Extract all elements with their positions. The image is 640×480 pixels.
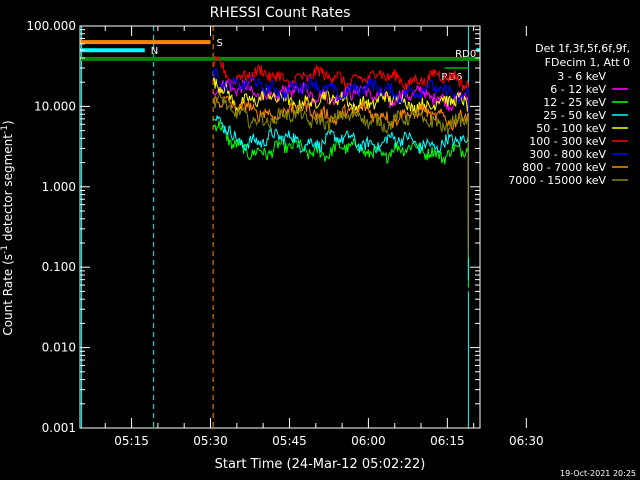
annotation-label-n: N — [151, 46, 158, 57]
y-axis-label-main: Count Rate (s — [1, 254, 15, 336]
series-line-6 — [212, 67, 469, 229]
legend: Det 1f,3f,5f,6f,9f, FDecim 1, Att 0 3 - … — [508, 42, 630, 187]
plot-frame — [79, 25, 481, 429]
legend-label-3: 25 - 50 keV — [543, 109, 606, 122]
legend-label-8: 7000 - 15000 keV — [508, 174, 606, 187]
y-tick-label-2: 0.100 — [42, 260, 76, 274]
legend-label-2: 12 - 25 keV — [543, 96, 606, 109]
y-axis-label: Count Rate (s-1 detector segment-1) — [0, 120, 15, 335]
x-tick-label-1: 05:30 — [193, 434, 228, 448]
y-tick-label-5: 100.000 — [26, 19, 76, 33]
legend-label-5: 100 - 300 keV — [529, 135, 606, 148]
y-axis-label-sup: -1 — [0, 245, 10, 254]
series-line-3 — [213, 115, 469, 280]
series-line-0 — [212, 120, 469, 292]
legend-label-4: 50 - 100 keV — [536, 122, 606, 135]
y-tick-label-0: 0.001 — [42, 421, 76, 435]
x-tick-label-4: 06:15 — [430, 434, 465, 448]
y-tick-label-4: 10.000 — [34, 99, 76, 113]
x-tick-label-2: 05:45 — [272, 434, 307, 448]
x-axis-label: Start Time (24-Mar-12 05:02:22) — [215, 457, 426, 472]
legend-header-line-2: FDecim 1, Att 0 — [545, 56, 630, 69]
y-axis-label-tail: detector segment — [1, 134, 15, 245]
series-line-2 — [212, 120, 469, 288]
series-line-8 — [212, 92, 469, 258]
y-tick-label-1: 0.010 — [42, 341, 76, 355]
legend-label-6: 300 - 800 keV — [529, 148, 606, 161]
x-tick-label-5: 06:30 — [509, 434, 544, 448]
y-axis-label-sup2: -1 — [0, 125, 10, 134]
y-tick-label-3: 1.000 — [42, 180, 76, 194]
legend-label-7: 800 - 7000 keV — [522, 161, 606, 174]
axis-layer: 0.001 0.010 0.100 1.000 10.000 100.000 05:15 05… — [26, 19, 543, 448]
annotation-label-s: S — [217, 38, 223, 49]
annotation-label-rd0: RD0 — [455, 49, 476, 60]
series-layer — [212, 55, 469, 292]
x-tick-label-0: 05:15 — [114, 434, 149, 448]
legend-label-0: 3 - 6 keV — [557, 70, 606, 83]
legend-header-line-1: Det 1f,3f,5f,6f,9f, — [535, 42, 630, 55]
y-axis-label-close: ) — [1, 120, 15, 125]
footer-date: 19-Oct-2021 20:25 — [560, 469, 636, 478]
x-tick-label-3: 06:00 — [351, 434, 386, 448]
chart-title: RHESSI Count Rates — [210, 5, 351, 21]
legend-label-1: 6 - 12 keV — [550, 83, 606, 96]
